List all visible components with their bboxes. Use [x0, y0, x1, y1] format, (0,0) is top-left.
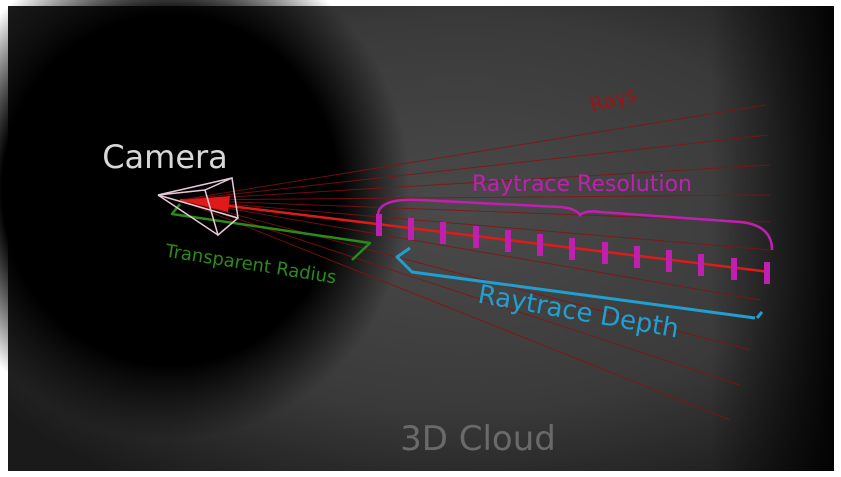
resolution-label: Raytrace Resolution [472, 172, 692, 197]
depth-bracket [395, 246, 764, 320]
edge-shade [8, 6, 834, 471]
camera-label: Camera [102, 138, 228, 176]
cloud-label: 3D Cloud [400, 419, 556, 459]
ray-origin [180, 196, 230, 212]
radius-bracket [170, 203, 372, 261]
camera-frustum [157, 176, 239, 237]
resolution-ticks [376, 214, 770, 284]
rays [179, 104, 771, 421]
resolution-brace [376, 198, 774, 251]
